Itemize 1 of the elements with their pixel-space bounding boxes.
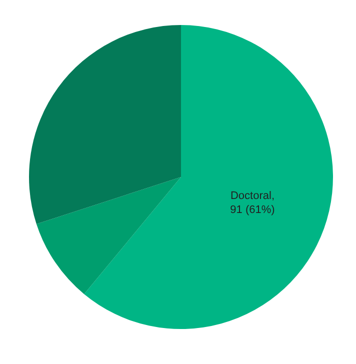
data-label: Doctoral, 91 (61%) [229,188,276,217]
